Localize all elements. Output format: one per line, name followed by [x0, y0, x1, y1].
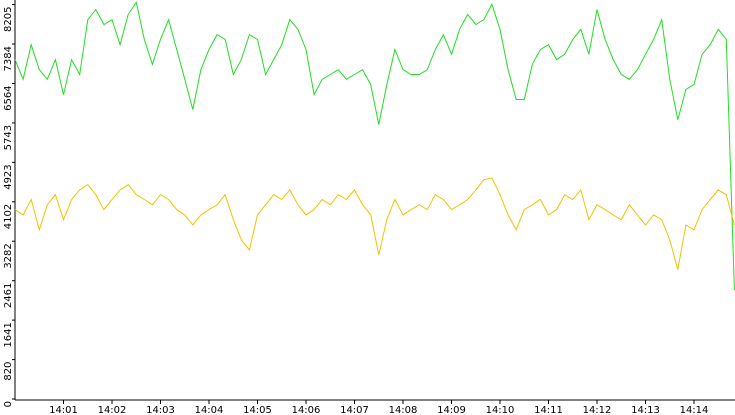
x-tick-label: 14:14 [680, 405, 709, 415]
x-tick-label: 14:01 [49, 405, 78, 415]
y-tick-label: 7384 [3, 46, 14, 71]
y-tick-label: 4102 [3, 204, 14, 229]
x-tick-label: 14:08 [389, 405, 418, 415]
x-tick-label: 14:06 [292, 405, 321, 415]
series-line [14, 177, 735, 270]
y-tick-label: 820 [3, 362, 14, 381]
x-tick-label: 14:02 [98, 405, 127, 415]
x-tick-label: 14:09 [437, 405, 466, 415]
y-tick-label: 5743 [3, 125, 14, 150]
x-tick-label: 14:12 [583, 405, 612, 415]
y-tick-label: 3282 [3, 243, 14, 268]
x-tick-label: 14:13 [631, 405, 660, 415]
y-tick-label: 2461 [3, 283, 14, 308]
y-tick-label: 4923 [3, 164, 14, 189]
x-tick-label: 14:10 [486, 405, 515, 415]
x-tick-label: 14:04 [195, 405, 224, 415]
y-tick-label: 6564 [3, 85, 14, 110]
x-tick-label: 14:03 [146, 405, 175, 415]
y-tick-label: 8205 [3, 7, 14, 32]
x-tick-label: 14:07 [340, 405, 369, 415]
x-tick-label: 14:05 [243, 405, 272, 415]
y-tick-label: 0 [3, 401, 14, 407]
x-tick-label: 14:11 [534, 405, 563, 415]
y-tick-label: 1641 [3, 322, 14, 347]
series-line [14, 1, 735, 290]
